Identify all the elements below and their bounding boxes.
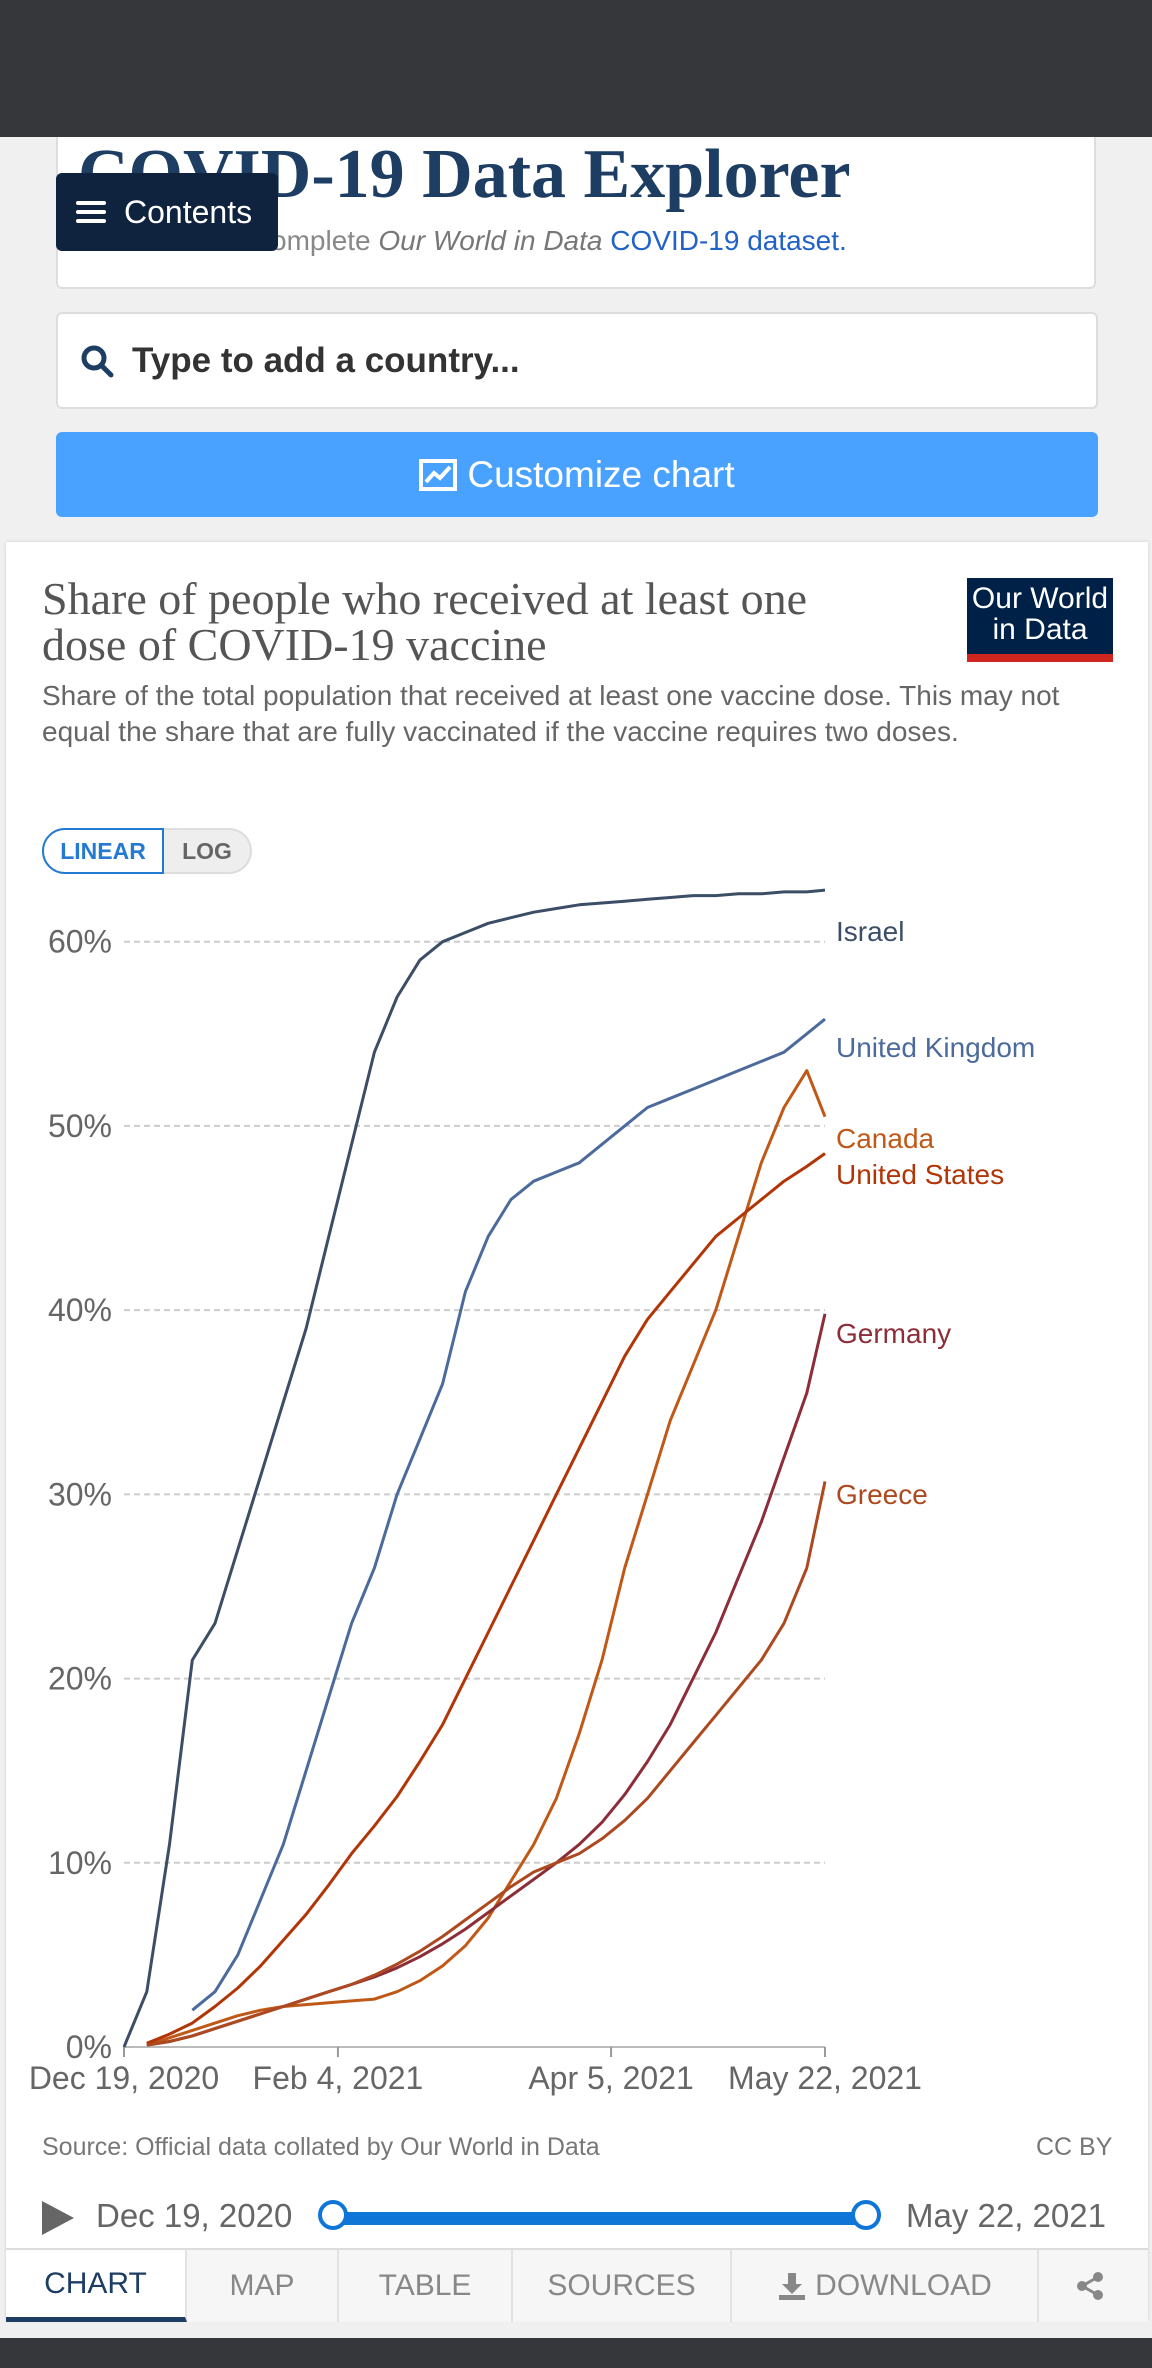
search-icon — [81, 345, 114, 377]
logo-line-2: in Data — [992, 613, 1088, 646]
chart-subtitle: Share of the total population that recei… — [42, 680, 1060, 747]
share-icon — [1076, 2272, 1103, 2300]
y-tick-label: 40% — [48, 1292, 112, 1328]
dataset-link[interactable]: COVID-19 dataset. — [610, 225, 847, 256]
x-tick-label: Apr 5, 2021 — [528, 2060, 693, 2096]
timeline-end-label: May 22, 2021 — [906, 2197, 1106, 2234]
logo-line-1: Our World — [971, 582, 1109, 615]
tab-chart[interactable]: CHART — [6, 2250, 187, 2322]
share-button[interactable] — [1039, 2250, 1148, 2322]
download-icon — [779, 2273, 806, 2300]
tab-table[interactable]: TABLE — [339, 2250, 513, 2322]
browser-top-bar — [0, 0, 1152, 137]
line-chart[interactable]: 0% 10% 20% 30% 40% 50% 60% Dec 19, 2020 Feb 4, 2… — [6, 542, 1148, 2096]
log-scale-button[interactable]: LOG — [164, 828, 252, 874]
timeline-track[interactable] — [333, 2212, 866, 2225]
download-label: DOWNLOAD — [815, 2269, 992, 2302]
owid-logo[interactable]: Our World in Data — [967, 578, 1113, 662]
country-search[interactable]: Type to add a country... — [56, 312, 1098, 409]
y-tick-label: 50% — [48, 1108, 112, 1144]
y-tick-label: 60% — [48, 924, 112, 960]
hamburger-icon — [76, 201, 106, 223]
x-tick-label: Dec 19, 2020 — [29, 2060, 219, 2096]
search-placeholder: Type to add a country... — [132, 340, 520, 380]
linear-scale-button[interactable]: LINEAR — [42, 828, 164, 874]
series-line-israel — [122, 888, 826, 2048]
browser-bottom-bar — [0, 2338, 1152, 2368]
contents-button[interactable]: Contents — [56, 173, 278, 251]
series-label-germany: Germany — [836, 1318, 951, 1349]
timeline-end-handle[interactable] — [851, 2200, 881, 2230]
timeline-start-label: Dec 19, 2020 — [96, 2197, 293, 2234]
customize-label: Customize chart — [467, 453, 735, 495]
line-chart-icon — [419, 458, 458, 491]
tab-sources[interactable]: SOURCES — [513, 2250, 732, 2322]
series-line-united-kingdom — [191, 1017, 826, 2012]
customize-chart-button[interactable]: Customize chart — [56, 432, 1098, 517]
y-tick-label: 0% — [66, 2029, 112, 2065]
timeline: Dec 19, 2020 May 22, 2021 — [6, 2187, 1148, 2247]
license-link[interactable]: CC BY — [1036, 2133, 1113, 2161]
subtitle-owid: Our World in Data — [378, 225, 603, 256]
chart-source: Source: Official data collated by Our Wo… — [42, 2133, 600, 2161]
chart-card: Share of people who received at least on… — [6, 542, 1148, 2322]
chart-tabs: CHART MAP TABLE SOURCES DOWNLOAD — [6, 2248, 1148, 2322]
x-tick-label: Feb 4, 2021 — [253, 2060, 424, 2096]
series-label-canada: Canada — [836, 1123, 935, 1154]
series-line-greece — [146, 1481, 827, 2047]
y-tick-label: 10% — [48, 1845, 112, 1881]
y-tick-label: 30% — [48, 1476, 112, 1512]
y-tick-label: 20% — [48, 1661, 112, 1697]
tab-download[interactable]: DOWNLOAD — [732, 2250, 1039, 2322]
series-line-united-states — [146, 1152, 826, 2045]
x-tick-label: May 22, 2021 — [728, 2060, 922, 2096]
contents-label: Contents — [124, 193, 253, 230]
timeline-start-handle[interactable] — [318, 2200, 348, 2230]
series-label-united-kingdom: United Kingdom — [836, 1032, 1035, 1063]
tab-map[interactable]: MAP — [187, 2250, 339, 2322]
series-label-israel: Israel — [836, 916, 904, 947]
chart-title: Share of people who received at least on… — [42, 573, 808, 670]
scale-toggle: LINEAR LOG — [42, 828, 252, 874]
series-line-canada — [146, 1069, 827, 2047]
series-label-united-states: United States — [836, 1159, 1004, 1190]
play-icon[interactable] — [42, 2201, 74, 2235]
series-label-greece: Greece — [836, 1479, 928, 1510]
